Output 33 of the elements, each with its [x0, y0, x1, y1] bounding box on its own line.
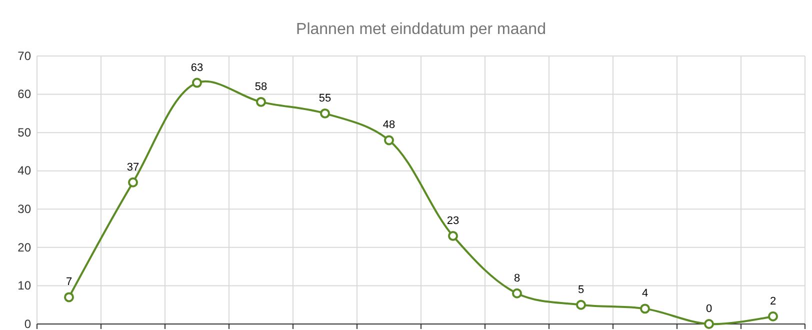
- data-label: 7: [66, 276, 72, 288]
- point: [192, 78, 202, 88]
- y-tick-label: 0: [24, 316, 32, 330]
- data-label: 37: [126, 161, 140, 174]
- y-tick-label: 10: [18, 278, 32, 293]
- data-label: 58: [254, 80, 268, 93]
- data-label: 4: [642, 288, 648, 300]
- data-label: 23: [446, 214, 460, 227]
- data-label: 63: [190, 62, 204, 74]
- point: [384, 135, 394, 146]
- data-label: 48: [382, 119, 396, 132]
- point: [768, 311, 778, 322]
- data-label: 5: [578, 284, 584, 296]
- data-label: 2: [770, 295, 776, 308]
- chart-title: Plannen met einddatum per maand: [296, 21, 546, 38]
- point: [320, 108, 330, 118]
- y-tick-label: 50: [18, 125, 32, 140]
- point: [64, 292, 74, 302]
- point: [640, 304, 650, 314]
- point: [128, 177, 138, 188]
- data-label: 8: [514, 272, 520, 284]
- y-tick-label: 30: [18, 202, 32, 216]
- point: [448, 230, 458, 241]
- y-tick-label: 70: [18, 48, 32, 63]
- point: [512, 288, 522, 298]
- data-label: 0: [706, 303, 712, 315]
- y-tick-label: 60: [18, 87, 32, 102]
- point: [704, 319, 714, 329]
- data-label: 55: [318, 92, 332, 104]
- y-tick-label: 20: [18, 240, 32, 254]
- point: [256, 96, 266, 107]
- y-tick-label: 40: [18, 164, 32, 178]
- point: [576, 300, 586, 310]
